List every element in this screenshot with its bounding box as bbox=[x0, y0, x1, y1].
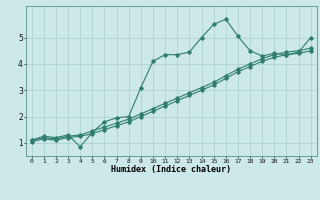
X-axis label: Humidex (Indice chaleur): Humidex (Indice chaleur) bbox=[111, 165, 231, 174]
